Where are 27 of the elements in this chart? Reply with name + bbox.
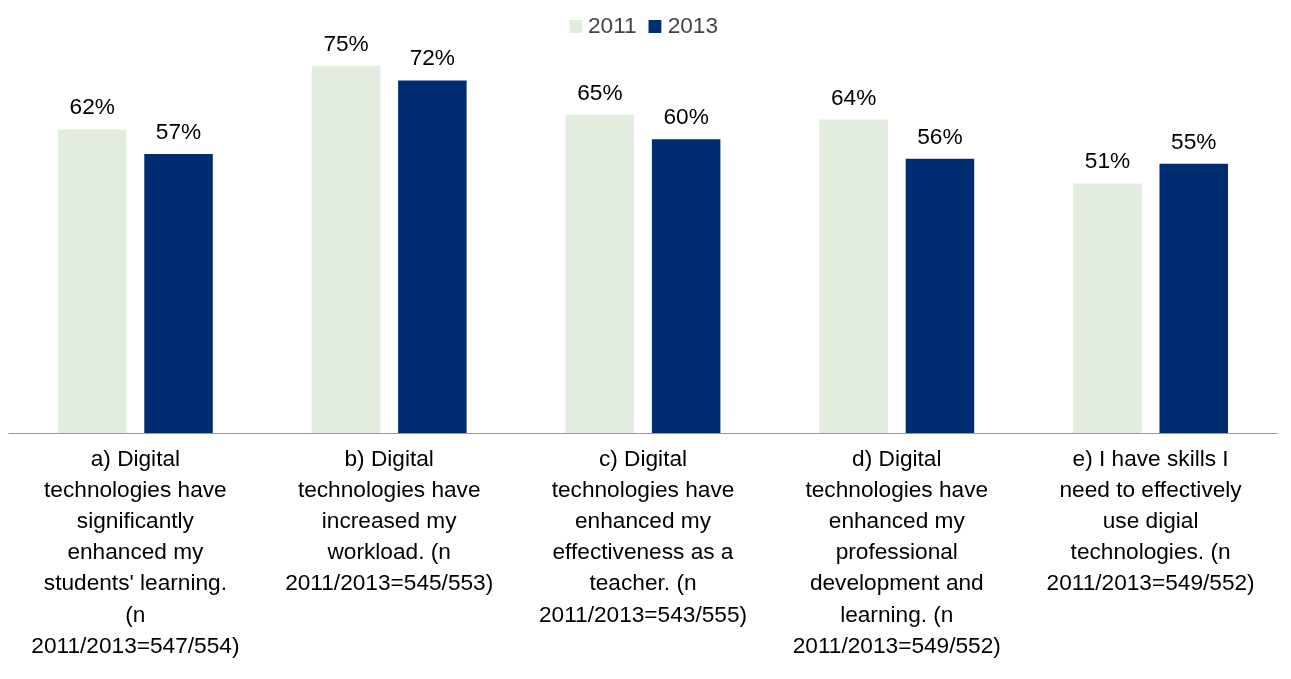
bar [144, 153, 213, 434]
data-label: 55% [1171, 127, 1217, 154]
bar [1073, 183, 1142, 434]
data-label: 65% [577, 78, 623, 105]
bar [398, 80, 467, 434]
data-label: 64% [830, 83, 877, 110]
bar [565, 114, 635, 434]
bar [1159, 163, 1229, 434]
data-label: 72% [409, 44, 456, 71]
data-label: 56% [917, 122, 963, 149]
data-label: 60% [663, 103, 709, 130]
bar [311, 65, 381, 434]
data-label: 57% [155, 117, 202, 144]
legend-label: 2011 [587, 12, 637, 39]
bar [651, 139, 721, 434]
x-tick-label: e) I have skills I need to effectively use digial technologies. (n 2011/2013=549/552) [1046, 444, 1255, 596]
bar [819, 119, 888, 434]
data-label: 75% [323, 29, 369, 56]
x-tick-label: d) Digital technologies have enhanced my professional development and learning. (n 2011/2013=549/552) [792, 444, 1001, 658]
bar [57, 129, 127, 434]
data-label: 51% [1084, 147, 1131, 174]
data-label: 62% [69, 93, 115, 120]
x-tick-label: a) Digital technologies have significantly enhanced my students' learning. (n 2011/2013=547/554) [31, 444, 240, 658]
legend-label: 2013 [667, 12, 719, 39]
x-tick-label: b) Digital technologies have increased my workload. (n 2011/2013=545/553) [285, 444, 494, 596]
x-tick-label: c) Digital technologies have enhanced my effectiveness as a teacher. (n 2011/2013=543/555) [538, 444, 748, 627]
bar [905, 158, 975, 434]
